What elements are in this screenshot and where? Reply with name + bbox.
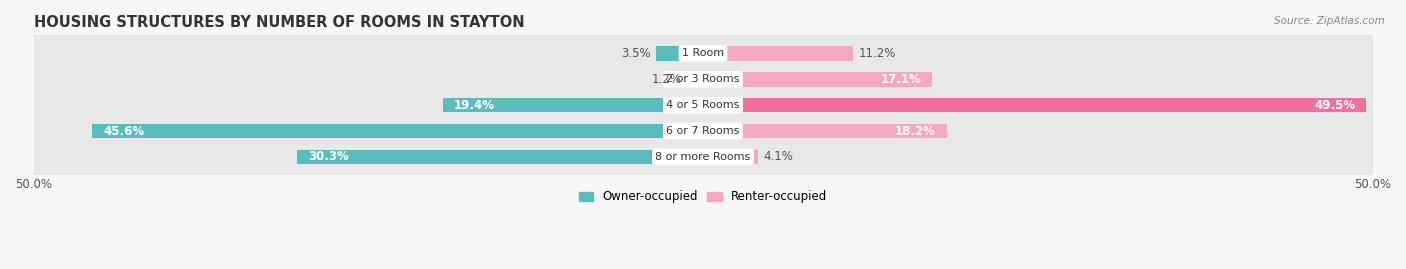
Bar	[688, 72, 703, 87]
Text: 19.4%: 19.4%	[454, 99, 495, 112]
Bar	[657, 46, 703, 61]
Bar	[703, 124, 946, 138]
Legend: Owner-occupied, Renter-occupied: Owner-occupied, Renter-occupied	[574, 186, 832, 208]
Bar	[297, 150, 703, 164]
Bar	[703, 150, 758, 164]
Bar	[443, 98, 703, 112]
FancyBboxPatch shape	[34, 81, 1372, 130]
Text: 49.5%: 49.5%	[1315, 99, 1355, 112]
Text: 8 or more Rooms: 8 or more Rooms	[655, 152, 751, 162]
Bar	[703, 98, 1365, 112]
FancyBboxPatch shape	[34, 109, 1372, 153]
Text: 11.2%: 11.2%	[858, 47, 896, 60]
Text: 6 or 7 Rooms: 6 or 7 Rooms	[666, 126, 740, 136]
FancyBboxPatch shape	[34, 55, 1372, 104]
Text: 4.1%: 4.1%	[763, 150, 793, 163]
Text: Source: ZipAtlas.com: Source: ZipAtlas.com	[1274, 16, 1385, 26]
Text: 1 Room: 1 Room	[682, 48, 724, 58]
Text: HOUSING STRUCTURES BY NUMBER OF ROOMS IN STAYTON: HOUSING STRUCTURES BY NUMBER OF ROOMS IN…	[34, 15, 524, 30]
Text: 18.2%: 18.2%	[896, 125, 936, 137]
FancyBboxPatch shape	[34, 29, 1372, 78]
Bar	[703, 72, 932, 87]
FancyBboxPatch shape	[34, 57, 1372, 102]
Bar	[703, 46, 853, 61]
Text: 4 or 5 Rooms: 4 or 5 Rooms	[666, 100, 740, 110]
FancyBboxPatch shape	[34, 31, 1372, 76]
FancyBboxPatch shape	[34, 83, 1372, 128]
Text: 3.5%: 3.5%	[621, 47, 651, 60]
Text: 1.2%: 1.2%	[652, 73, 682, 86]
Text: 17.1%: 17.1%	[880, 73, 921, 86]
FancyBboxPatch shape	[34, 132, 1372, 182]
FancyBboxPatch shape	[34, 135, 1372, 179]
FancyBboxPatch shape	[34, 107, 1372, 155]
Bar	[93, 124, 703, 138]
Text: 45.6%: 45.6%	[103, 125, 145, 137]
Text: 2 or 3 Rooms: 2 or 3 Rooms	[666, 74, 740, 84]
Text: 30.3%: 30.3%	[308, 150, 349, 163]
